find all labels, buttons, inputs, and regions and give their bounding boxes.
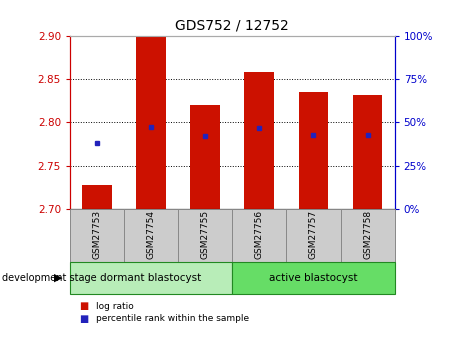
Text: GSM27754: GSM27754 bbox=[147, 210, 156, 259]
Bar bbox=[232, 209, 286, 262]
Bar bbox=[190, 105, 220, 209]
Text: GSM27756: GSM27756 bbox=[255, 210, 264, 259]
Text: development stage: development stage bbox=[2, 273, 97, 283]
Bar bbox=[70, 209, 124, 262]
Bar bbox=[124, 209, 178, 262]
Text: ▶: ▶ bbox=[55, 273, 63, 283]
Text: GSM27757: GSM27757 bbox=[309, 210, 318, 259]
Text: GSM27758: GSM27758 bbox=[363, 210, 372, 259]
Text: active blastocyst: active blastocyst bbox=[269, 273, 358, 283]
Text: log ratio: log ratio bbox=[96, 302, 134, 310]
Bar bbox=[82, 185, 112, 209]
Bar bbox=[232, 262, 395, 294]
Title: GDS752 / 12752: GDS752 / 12752 bbox=[175, 18, 289, 32]
Bar bbox=[353, 95, 382, 209]
Bar bbox=[341, 209, 395, 262]
Text: percentile rank within the sample: percentile rank within the sample bbox=[96, 314, 249, 323]
Bar bbox=[244, 72, 274, 209]
Bar bbox=[299, 92, 328, 209]
Text: dormant blastocyst: dormant blastocyst bbox=[101, 273, 202, 283]
Text: ■: ■ bbox=[79, 314, 88, 324]
Text: ■: ■ bbox=[79, 301, 88, 311]
Bar bbox=[70, 262, 232, 294]
Text: GSM27753: GSM27753 bbox=[92, 210, 101, 259]
Bar bbox=[286, 209, 341, 262]
Text: GSM27755: GSM27755 bbox=[201, 210, 210, 259]
Bar bbox=[178, 209, 232, 262]
Bar bbox=[136, 36, 166, 209]
